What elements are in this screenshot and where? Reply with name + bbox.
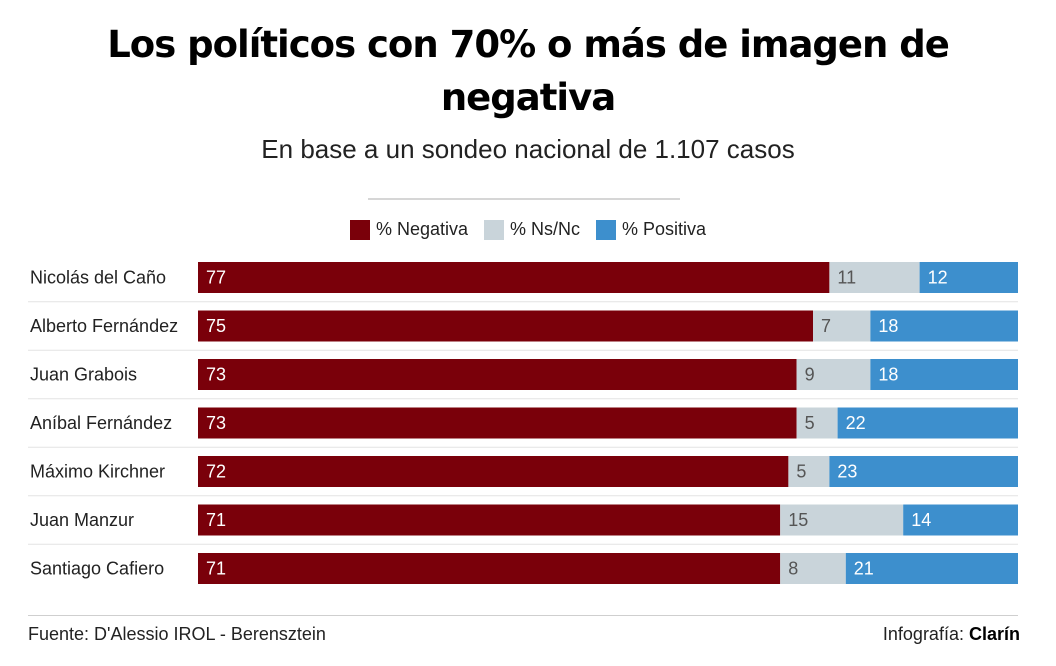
bar-segment-negativa (198, 310, 813, 342)
bar-segment-negativa (198, 553, 781, 584)
data-label-nsnc: 11 (837, 268, 856, 288)
infographic-credit: Infografía: Clarín (883, 624, 1020, 645)
data-label-nsnc: 8 (788, 559, 798, 579)
credit-brand: Clarín (968, 624, 1020, 644)
legend-item-nsnc: % Ns/Nc (484, 219, 580, 240)
bar-segment-positiva (919, 262, 1018, 293)
chart-subtitle: En base a un sondeo nacional de 1.107 ca… (261, 134, 795, 164)
bar-segment-positiva (837, 407, 1018, 439)
legend-swatch-positiva (596, 219, 617, 240)
row-label: Aníbal Fernández (30, 413, 172, 433)
footer-divider (28, 615, 1018, 616)
bar-segment-positiva (870, 310, 1018, 342)
row-label: Juan Grabois (30, 365, 137, 385)
bar-segment-nsnc (829, 262, 920, 293)
header-divider (368, 198, 680, 200)
bar-segment-nsnc (780, 504, 904, 536)
legend-label-negativa: % Negativa (375, 219, 468, 239)
row-label: Santiago Cafiero (30, 559, 164, 579)
data-label-nsnc: 15 (788, 510, 808, 530)
bar-segment-negativa (198, 359, 797, 390)
bar-segment-nsnc (796, 407, 838, 439)
data-label-nsnc: 7 (821, 316, 831, 336)
bar-segment-positiva (829, 456, 1018, 487)
data-label-nsnc: 5 (796, 462, 806, 482)
bar-segment-nsnc (788, 456, 830, 487)
legend-label-nsnc: % Ns/Nc (510, 219, 581, 239)
data-label-positiva: 23 (837, 462, 857, 482)
bar-segment-nsnc (813, 310, 871, 342)
data-label-nsnc: 5 (805, 413, 815, 433)
bar-segment-negativa (198, 407, 797, 439)
chart-title: Los políticos con 70% o más de imagen de… (107, 23, 950, 119)
bar-segment-nsnc (780, 553, 846, 584)
credit-prefix: Infografía: (882, 624, 964, 644)
legend-item-negativa: % Negativa (349, 219, 468, 240)
bar-segment-nsnc (796, 359, 871, 390)
data-label-negativa: 75 (206, 316, 226, 336)
legend-swatch-negativa (349, 219, 370, 240)
bar-segment-negativa (198, 504, 781, 536)
data-label-negativa: 73 (206, 365, 226, 385)
bar-segment-negativa (198, 262, 830, 293)
data-label-positiva: 12 (928, 268, 948, 288)
source-note: Fuente: D'Alessio IROL - Berensztein (28, 624, 326, 644)
data-label-nsnc: 9 (805, 365, 815, 385)
data-label-negativa: 72 (206, 462, 226, 482)
legend-item-positiva: % Positiva (596, 219, 706, 240)
data-label-positiva: 22 (846, 413, 866, 433)
row-label: Nicolás del Caño (30, 268, 166, 288)
legend-swatch-nsnc (484, 219, 504, 240)
data-label-negativa: 77 (206, 268, 226, 288)
data-label-positiva: 21 (854, 559, 874, 579)
legend: % Negativa % Ns/Nc % Positiva (0, 219, 1056, 240)
data-label-negativa: 73 (206, 413, 226, 433)
data-label-negativa: 71 (206, 559, 226, 579)
row-label: Alberto Fernández (30, 316, 178, 336)
data-label-positiva: 18 (878, 316, 898, 336)
bar-segment-negativa (198, 456, 789, 487)
row-label: Máximo Kirchner (30, 462, 165, 482)
data-label-positiva: 14 (911, 510, 931, 530)
bar-segment-positiva (903, 504, 1018, 536)
legend-label-positiva: % Positiva (622, 219, 707, 239)
bar-segment-positiva (845, 553, 1018, 584)
bar-segment-positiva (870, 359, 1018, 390)
stacked-bar-chart: Nicolás del Caño 77 11 12 Alberto Fernández 7… (28, 262, 1018, 584)
data-label-negativa: 71 (206, 510, 226, 530)
data-label-positiva: 18 (878, 365, 898, 385)
row-label: Juan Manzur (30, 510, 134, 530)
